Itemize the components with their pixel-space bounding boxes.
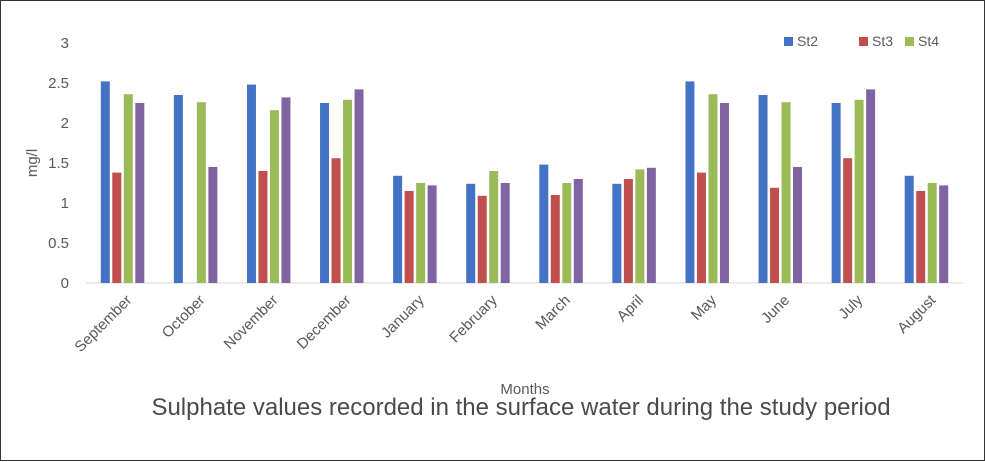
bar [623,179,633,283]
bar [612,183,622,283]
bar [646,167,656,283]
legend-label: St3 [872,33,893,49]
bar [196,102,206,283]
x-axis-title: Months [500,381,549,398]
y-tick-label: 2 [61,115,69,132]
bar [123,94,133,283]
x-tick-label: July [835,291,866,322]
x-tick-label: May [688,291,720,323]
bar [258,171,268,283]
bar [770,187,780,283]
legend-label: St2 [797,33,818,49]
bar [416,183,426,283]
bar [719,103,729,283]
x-tick-label: October [159,292,209,342]
x-tick-label: February [446,291,501,346]
y-tick-label: 1.5 [48,155,69,172]
bar [281,97,291,284]
bar [320,103,330,283]
y-tick-label: 0 [61,275,69,292]
bar [393,175,403,283]
bar [781,102,791,283]
bar [135,103,145,283]
bar [635,169,645,283]
y-tick-label: 0.5 [48,235,69,252]
x-tick-label: January [378,291,428,341]
y-tick-label: 3 [61,35,69,52]
bar [573,179,583,283]
x-tick-label: April [614,292,647,325]
bar [173,95,183,283]
legend-swatch [784,37,793,46]
x-tick-label: November [221,292,282,353]
bar [866,89,876,284]
x-tick-label: August [894,291,940,337]
bar [489,171,499,283]
legend-label: St4 [918,33,939,49]
bar [793,167,803,283]
legend-swatch [905,37,914,46]
bar [500,183,510,283]
bar [939,185,949,283]
y-tick-label: 1 [61,195,69,212]
bar [843,158,853,283]
bar [477,195,487,283]
bar [854,99,864,283]
x-tick-label: December [294,292,355,353]
chart-caption: Sulphate values recorded in the surface … [151,394,891,421]
bar [100,81,110,284]
bar [550,195,560,283]
bar [696,172,706,283]
bar [427,185,437,283]
bar [562,183,572,283]
x-tick-label: September [71,292,135,356]
y-tick-label: 2.5 [48,75,69,92]
bar [112,172,122,283]
bar [343,99,353,283]
bar [354,89,364,284]
x-tick-label: June [758,292,793,327]
y-axis-title: mg/l [24,149,41,177]
bar [758,95,768,283]
bar [831,103,841,283]
bar [708,94,718,283]
legend-swatch [859,37,868,46]
bar [466,183,476,283]
bar [916,191,926,283]
bar [404,191,414,283]
bar [904,175,914,283]
bar [927,183,937,283]
bar [685,81,695,284]
bar [331,158,341,283]
bar [208,167,218,283]
bar [269,110,279,283]
bar [246,84,256,283]
bar [539,164,549,283]
x-tick-label: March [532,292,573,333]
